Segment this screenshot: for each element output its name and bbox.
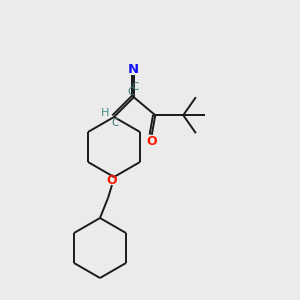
Text: C: C <box>111 118 119 128</box>
Text: C: C <box>127 87 134 97</box>
Text: N: N <box>128 63 140 76</box>
Text: C: C <box>131 82 139 92</box>
Text: H: H <box>101 108 109 118</box>
Text: O: O <box>107 173 117 187</box>
Text: O: O <box>146 135 157 148</box>
